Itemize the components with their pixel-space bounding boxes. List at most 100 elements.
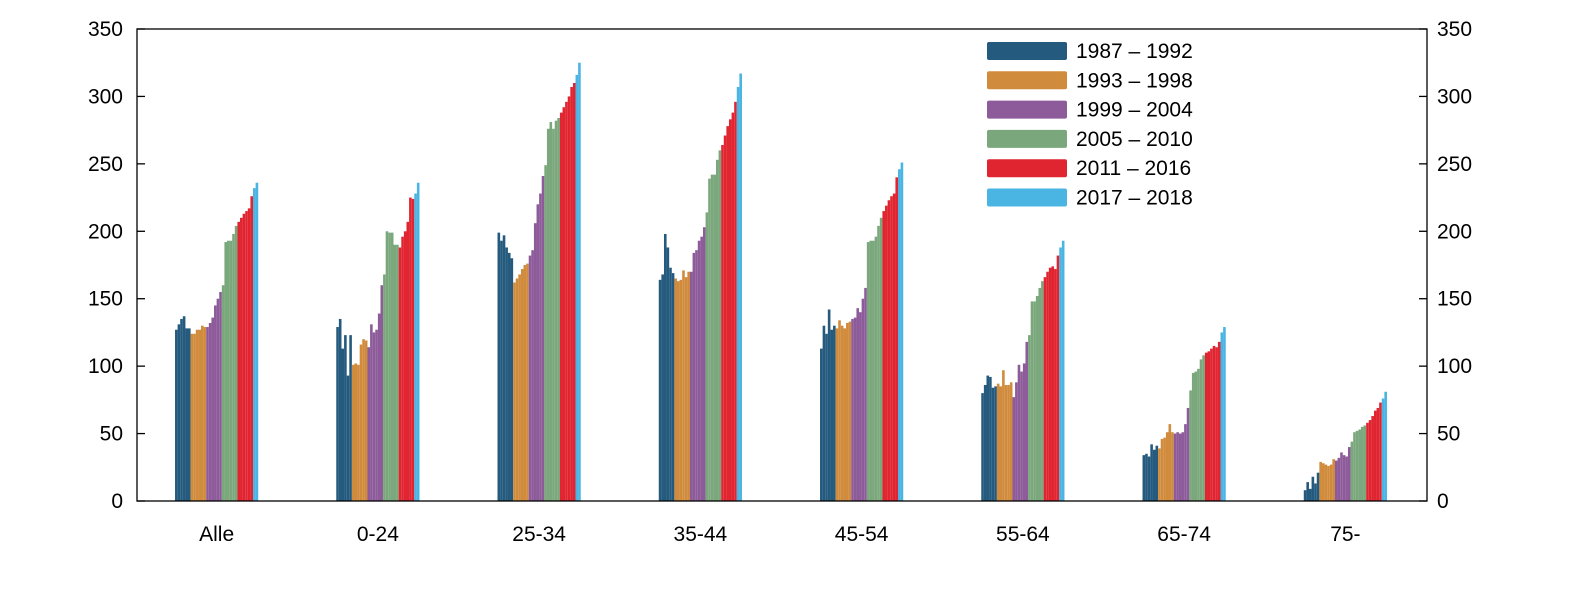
bar bbox=[351, 364, 355, 501]
bar bbox=[1345, 456, 1348, 501]
bar bbox=[523, 265, 527, 501]
bar bbox=[336, 327, 339, 501]
bar bbox=[710, 174, 714, 501]
bar bbox=[687, 271, 690, 501]
bar bbox=[983, 385, 987, 501]
bar bbox=[232, 233, 235, 502]
bar bbox=[507, 252, 511, 501]
bar bbox=[1194, 371, 1198, 501]
bar bbox=[198, 329, 202, 501]
bar bbox=[1319, 461, 1322, 501]
bar bbox=[559, 112, 563, 502]
legend-swatch bbox=[987, 71, 1067, 90]
y-tick-label-left: 100 bbox=[88, 355, 123, 378]
bar bbox=[208, 322, 212, 501]
y-tick-label-left: 150 bbox=[88, 288, 123, 311]
bar bbox=[539, 193, 542, 501]
bar bbox=[1178, 433, 1182, 501]
bar bbox=[895, 177, 899, 501]
bar bbox=[1368, 420, 1372, 501]
bar bbox=[1327, 465, 1330, 501]
bar bbox=[1204, 352, 1208, 501]
bar bbox=[877, 225, 880, 501]
bar bbox=[497, 232, 501, 501]
bar bbox=[1199, 359, 1203, 501]
legend-swatch bbox=[987, 159, 1067, 178]
bar bbox=[885, 205, 888, 501]
bar bbox=[1059, 247, 1062, 501]
y-tick-label-right: 50 bbox=[1437, 423, 1460, 446]
bar bbox=[892, 193, 896, 501]
bar bbox=[822, 325, 826, 501]
bar bbox=[250, 196, 254, 501]
bar bbox=[1142, 455, 1146, 501]
bar bbox=[242, 213, 246, 501]
bar bbox=[882, 211, 886, 501]
bar bbox=[890, 196, 893, 501]
bar bbox=[1324, 464, 1328, 501]
bar bbox=[692, 252, 696, 501]
bar bbox=[214, 305, 217, 501]
bar bbox=[510, 258, 514, 501]
x-tick-label: 0-24 bbox=[357, 523, 399, 546]
bar bbox=[866, 242, 870, 501]
bar bbox=[346, 375, 350, 501]
bar bbox=[383, 274, 386, 501]
bar bbox=[856, 308, 860, 501]
bar bbox=[999, 386, 1003, 501]
bar bbox=[658, 279, 662, 501]
bar bbox=[1303, 490, 1307, 501]
bar bbox=[1173, 433, 1177, 501]
bar bbox=[695, 250, 698, 501]
bar bbox=[708, 178, 711, 501]
bar bbox=[520, 269, 524, 501]
bar bbox=[702, 227, 706, 502]
bar bbox=[679, 279, 683, 501]
y-tick-label-right: 0 bbox=[1437, 490, 1449, 513]
bar bbox=[671, 273, 675, 501]
bar bbox=[229, 240, 233, 502]
bar bbox=[388, 232, 391, 501]
bar bbox=[338, 318, 342, 501]
legend-label: 1993 – 1998 bbox=[1076, 69, 1193, 92]
bar bbox=[1381, 398, 1385, 501]
bar bbox=[182, 316, 186, 501]
bar bbox=[253, 188, 256, 501]
bar bbox=[1158, 448, 1161, 501]
bar bbox=[1007, 385, 1010, 501]
y-tick-label-right: 150 bbox=[1437, 288, 1472, 311]
bar-layer bbox=[175, 62, 1387, 502]
bar bbox=[726, 126, 729, 501]
bar bbox=[185, 328, 189, 501]
bar bbox=[234, 225, 238, 501]
bar bbox=[1046, 271, 1049, 501]
bar bbox=[570, 86, 573, 502]
bar bbox=[1311, 476, 1315, 501]
bar bbox=[500, 240, 503, 502]
bar bbox=[549, 122, 553, 502]
bar bbox=[1184, 424, 1187, 501]
bar bbox=[1030, 301, 1034, 501]
bar bbox=[565, 101, 568, 501]
bar bbox=[700, 236, 703, 501]
bar bbox=[188, 328, 191, 501]
bar bbox=[546, 128, 550, 502]
bar bbox=[409, 197, 412, 501]
bar bbox=[1189, 390, 1192, 501]
bar bbox=[1371, 416, 1374, 501]
bar bbox=[731, 112, 735, 502]
bar bbox=[227, 240, 230, 502]
bar bbox=[1353, 432, 1356, 501]
bar bbox=[1186, 407, 1190, 501]
bar bbox=[515, 278, 519, 501]
bar bbox=[848, 321, 852, 501]
bar bbox=[739, 73, 742, 501]
bar bbox=[869, 240, 873, 502]
bar bbox=[1363, 425, 1367, 501]
bar bbox=[557, 118, 560, 501]
y-tick-label-left: 350 bbox=[88, 18, 123, 41]
bar bbox=[364, 340, 368, 501]
bar bbox=[684, 277, 688, 501]
bar bbox=[840, 325, 844, 501]
bar bbox=[505, 247, 508, 501]
